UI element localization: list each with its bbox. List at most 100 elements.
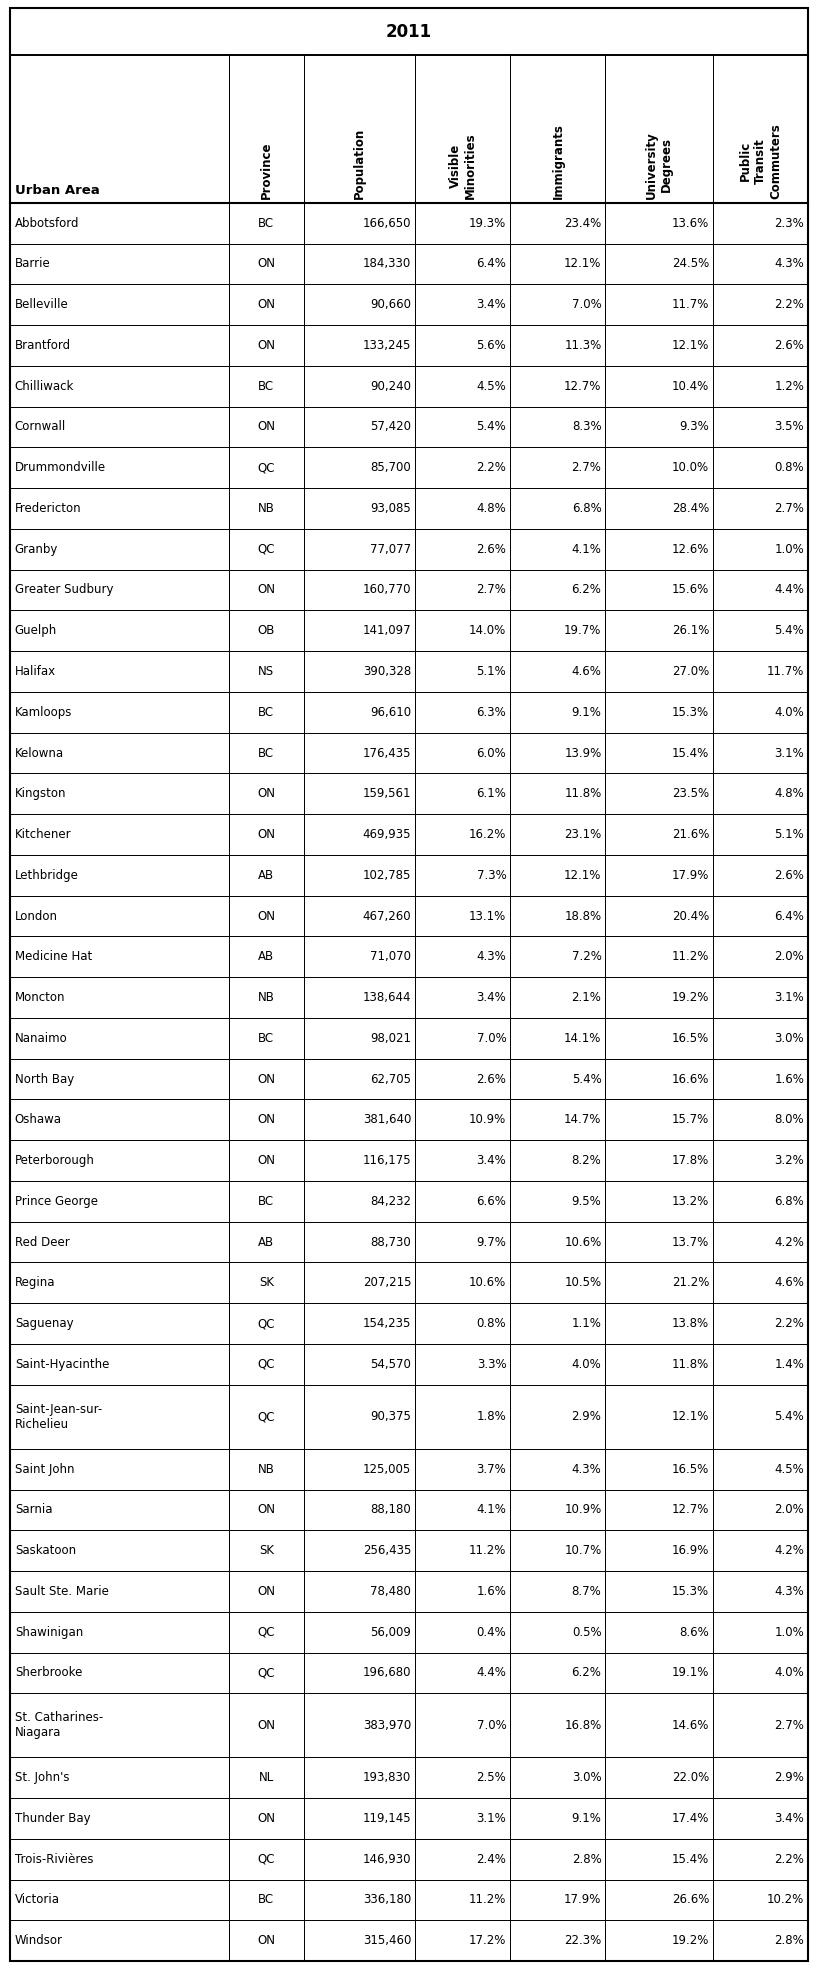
Text: 138,644: 138,644 bbox=[362, 990, 411, 1004]
Bar bbox=[229, 1059, 303, 1099]
Bar bbox=[510, 1530, 605, 1571]
Bar bbox=[416, 1839, 510, 1880]
Bar bbox=[713, 1613, 808, 1652]
Bar bbox=[229, 1798, 303, 1839]
Text: 2.9%: 2.9% bbox=[572, 1410, 601, 1424]
Text: 256,435: 256,435 bbox=[363, 1544, 411, 1557]
Bar bbox=[303, 447, 416, 488]
Text: Cornwall: Cornwall bbox=[15, 421, 66, 433]
Bar bbox=[416, 1303, 510, 1345]
Bar bbox=[510, 406, 605, 447]
Bar bbox=[605, 855, 713, 896]
Text: 9.1%: 9.1% bbox=[572, 1811, 601, 1825]
Text: 6.0%: 6.0% bbox=[477, 746, 506, 760]
Bar bbox=[416, 1345, 510, 1384]
Text: 14.1%: 14.1% bbox=[564, 1032, 601, 1046]
Text: Kingston: Kingston bbox=[15, 788, 66, 799]
Bar bbox=[229, 1613, 303, 1652]
Text: 77,077: 77,077 bbox=[370, 543, 411, 555]
Text: 2.8%: 2.8% bbox=[775, 1934, 804, 1947]
Bar bbox=[510, 610, 605, 652]
Bar bbox=[713, 1880, 808, 1920]
Text: 467,260: 467,260 bbox=[362, 910, 411, 923]
Bar bbox=[10, 732, 229, 774]
Text: 5.4%: 5.4% bbox=[775, 624, 804, 638]
Bar bbox=[713, 1221, 808, 1262]
Text: 12.1%: 12.1% bbox=[672, 1410, 709, 1424]
Text: 17.2%: 17.2% bbox=[469, 1934, 506, 1947]
Text: 71,070: 71,070 bbox=[371, 951, 411, 963]
Text: 16.5%: 16.5% bbox=[672, 1032, 709, 1046]
Text: AB: AB bbox=[258, 951, 274, 963]
Text: 2.2%: 2.2% bbox=[775, 1317, 804, 1331]
Bar bbox=[303, 488, 416, 530]
Text: NL: NL bbox=[258, 1772, 274, 1784]
Bar bbox=[229, 55, 303, 203]
Text: 3.4%: 3.4% bbox=[775, 1811, 804, 1825]
Text: Oshawa: Oshawa bbox=[15, 1112, 62, 1126]
Bar bbox=[416, 896, 510, 937]
Bar bbox=[10, 530, 229, 569]
Bar bbox=[510, 732, 605, 774]
Text: 3.0%: 3.0% bbox=[572, 1772, 601, 1784]
Text: University
Degrees: University Degrees bbox=[645, 132, 673, 199]
Bar bbox=[713, 1303, 808, 1345]
Text: 2.6%: 2.6% bbox=[775, 339, 804, 352]
Text: 2.8%: 2.8% bbox=[572, 1853, 601, 1867]
Bar bbox=[10, 1920, 229, 1961]
Text: 4.3%: 4.3% bbox=[775, 1585, 804, 1599]
Text: 193,830: 193,830 bbox=[363, 1772, 411, 1784]
Text: NB: NB bbox=[258, 1463, 275, 1475]
Bar bbox=[10, 1530, 229, 1571]
Bar bbox=[713, 284, 808, 325]
Text: 17.9%: 17.9% bbox=[564, 1894, 601, 1906]
Bar bbox=[416, 1613, 510, 1652]
Bar bbox=[229, 1652, 303, 1693]
Bar bbox=[605, 569, 713, 610]
Text: 13.1%: 13.1% bbox=[469, 910, 506, 923]
Bar bbox=[510, 937, 605, 977]
Text: 1.8%: 1.8% bbox=[477, 1410, 506, 1424]
Bar bbox=[303, 1693, 416, 1758]
Bar bbox=[416, 813, 510, 855]
Bar bbox=[303, 1920, 416, 1961]
Bar bbox=[713, 1181, 808, 1221]
Bar bbox=[605, 1613, 713, 1652]
Bar bbox=[713, 1571, 808, 1613]
Bar bbox=[303, 1571, 416, 1613]
Bar bbox=[10, 1693, 229, 1758]
Text: 7.0%: 7.0% bbox=[572, 297, 601, 311]
Text: 9.1%: 9.1% bbox=[572, 705, 601, 719]
Text: 3.4%: 3.4% bbox=[477, 1154, 506, 1168]
Text: 6.6%: 6.6% bbox=[476, 1195, 506, 1207]
Bar bbox=[10, 1099, 229, 1140]
Text: 1.6%: 1.6% bbox=[476, 1585, 506, 1599]
Bar bbox=[10, 1384, 229, 1449]
Bar bbox=[416, 937, 510, 977]
Bar bbox=[10, 652, 229, 691]
Bar bbox=[303, 937, 416, 977]
Bar bbox=[510, 896, 605, 937]
Text: 4.8%: 4.8% bbox=[775, 788, 804, 799]
Text: 14.0%: 14.0% bbox=[469, 624, 506, 638]
Text: BC: BC bbox=[258, 217, 274, 230]
Bar bbox=[713, 977, 808, 1018]
Bar bbox=[510, 652, 605, 691]
Text: 15.7%: 15.7% bbox=[672, 1112, 709, 1126]
Bar bbox=[303, 203, 416, 244]
Bar bbox=[510, 1489, 605, 1530]
Bar bbox=[229, 244, 303, 284]
Bar bbox=[416, 284, 510, 325]
Bar bbox=[510, 1798, 605, 1839]
Text: 3.2%: 3.2% bbox=[775, 1154, 804, 1168]
Text: 141,097: 141,097 bbox=[362, 624, 411, 638]
Bar bbox=[416, 1262, 510, 1303]
Bar bbox=[416, 1059, 510, 1099]
Text: ON: ON bbox=[258, 1154, 276, 1168]
Text: 116,175: 116,175 bbox=[362, 1154, 411, 1168]
Text: 15.6%: 15.6% bbox=[672, 583, 709, 597]
Bar bbox=[713, 855, 808, 896]
Text: Population: Population bbox=[353, 128, 366, 199]
Text: 17.4%: 17.4% bbox=[672, 1811, 709, 1825]
Bar bbox=[303, 1384, 416, 1449]
